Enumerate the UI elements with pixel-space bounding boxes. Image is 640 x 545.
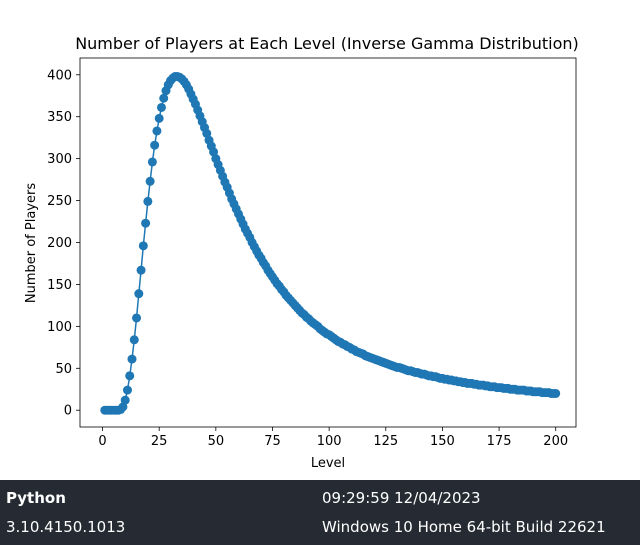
y-tick-label: 200 — [47, 236, 72, 251]
app-version: 3.10.4150.1013 — [6, 518, 126, 536]
series-markers — [100, 71, 561, 415]
data-point — [134, 289, 144, 299]
data-point — [159, 93, 169, 103]
data-point — [120, 395, 130, 405]
x-axis-ticks: 0 25 50 75 100 125 150 175 200 — [98, 427, 568, 449]
data-point — [141, 218, 151, 228]
y-tick-label: 150 — [47, 278, 72, 293]
chart: Number of Players at Each Level (Inverse… — [24, 34, 579, 471]
y-axis-ticks: 0 50 100 150 200 250 300 350 400 — [47, 68, 80, 419]
x-tick-label: 75 — [264, 434, 281, 449]
y-tick-label: 250 — [47, 194, 72, 209]
x-tick-label: 100 — [317, 434, 342, 449]
os-info: Windows 10 Home 64-bit Build 22621 — [322, 518, 606, 536]
chart-title: Number of Players at Each Level (Inverse… — [75, 34, 579, 53]
y-tick-label: 400 — [47, 68, 72, 83]
data-point — [143, 196, 153, 206]
x-tick-label: 200 — [543, 434, 568, 449]
x-tick-label: 125 — [373, 434, 398, 449]
series-line — [104, 75, 556, 411]
data-point — [138, 241, 148, 251]
x-tick-label: 0 — [98, 434, 106, 449]
y-axis-label: Number of Players — [24, 183, 39, 303]
x-tick-label: 150 — [430, 434, 455, 449]
y-tick-label: 50 — [55, 362, 72, 377]
data-point — [125, 371, 135, 381]
data-point — [122, 385, 132, 395]
data-point — [129, 335, 139, 345]
data-point — [551, 388, 561, 398]
x-tick-label: 25 — [151, 434, 168, 449]
data-point — [127, 354, 137, 364]
plot-area — [100, 71, 561, 415]
x-axis-label: Level — [311, 456, 345, 471]
x-tick-label: 50 — [208, 434, 225, 449]
app-name: Python — [6, 489, 66, 507]
data-point — [150, 140, 160, 150]
y-tick-label: 350 — [47, 110, 72, 125]
y-tick-label: 300 — [47, 152, 72, 167]
data-point — [136, 265, 146, 275]
data-point — [156, 102, 166, 112]
data-point — [147, 157, 157, 167]
y-tick-label: 0 — [64, 404, 72, 419]
data-point — [145, 176, 155, 186]
timestamp: 09:29:59 12/04/2023 — [322, 489, 481, 507]
axes-frame — [79, 57, 577, 428]
data-point — [132, 313, 142, 323]
y-tick-label: 100 — [47, 320, 72, 335]
data-point — [154, 113, 164, 123]
x-tick-label: 175 — [487, 434, 512, 449]
data-point — [152, 126, 162, 136]
status-footer: Python 3.10.4150.1013 09:29:59 12/04/202… — [0, 480, 640, 545]
